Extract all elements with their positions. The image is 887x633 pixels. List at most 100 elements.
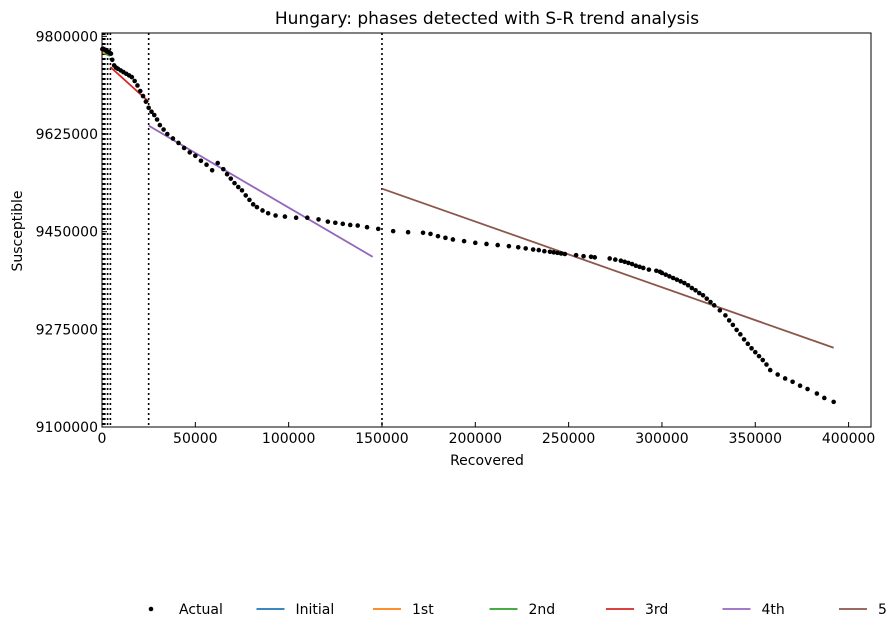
plot-area bbox=[100, 33, 836, 427]
actual-point bbox=[536, 248, 541, 253]
actual-point bbox=[749, 346, 754, 351]
actual-point bbox=[723, 313, 728, 318]
actual-point bbox=[316, 217, 321, 222]
x-tick-label: 250000 bbox=[542, 431, 595, 447]
actual-point bbox=[243, 193, 248, 198]
actual-point bbox=[155, 117, 160, 122]
actual-point bbox=[507, 244, 512, 249]
actual-point bbox=[161, 127, 166, 132]
legend: Actual Initial 1st 2nd 3rd 4th 5th bbox=[149, 602, 887, 618]
trend-line-1st bbox=[102, 53, 104, 54]
actual-point bbox=[171, 136, 176, 141]
x-tick-label: 0 bbox=[98, 431, 107, 447]
actual-point bbox=[305, 215, 310, 220]
actual-point bbox=[294, 215, 299, 220]
y-tick-label: 9275000 bbox=[36, 322, 98, 338]
actual-point bbox=[193, 153, 198, 158]
actual-point bbox=[255, 205, 260, 210]
trend-line-5th bbox=[382, 189, 834, 348]
actual-point bbox=[516, 245, 521, 250]
actual-point bbox=[215, 161, 220, 166]
y-tick-label: 9450000 bbox=[36, 225, 98, 241]
actual-point bbox=[132, 79, 137, 84]
actual-point bbox=[165, 132, 170, 137]
actual-point bbox=[742, 337, 747, 342]
actual-point bbox=[247, 198, 252, 203]
legend-label: 2nd bbox=[529, 602, 556, 618]
y-axis: 91000009275000945000096250009800000 bbox=[36, 29, 107, 436]
actual-point bbox=[542, 249, 547, 254]
actual-point bbox=[110, 57, 115, 62]
actual-point bbox=[790, 379, 795, 384]
actual-point bbox=[775, 372, 780, 377]
actual-point bbox=[822, 396, 827, 401]
actual-point bbox=[391, 229, 396, 234]
legend-item-3rd: 3rd bbox=[606, 602, 668, 618]
y-tick-label: 9800000 bbox=[36, 29, 98, 45]
legend-label: 4th bbox=[762, 602, 785, 618]
actual-point bbox=[473, 241, 478, 246]
actual-point bbox=[273, 213, 278, 218]
actual-point bbox=[462, 239, 467, 244]
actual-point bbox=[232, 181, 237, 186]
actual-point bbox=[718, 308, 723, 313]
actual-point bbox=[760, 358, 765, 363]
legend-item-5th: 5th bbox=[839, 602, 887, 618]
actual-point bbox=[607, 256, 612, 261]
trend-line-4th bbox=[149, 126, 373, 257]
legend-item-1st: 1st bbox=[373, 602, 434, 618]
actual-point bbox=[187, 150, 192, 155]
actual-point bbox=[746, 342, 751, 347]
actual-point bbox=[141, 94, 146, 99]
y-tick-label: 9625000 bbox=[36, 127, 98, 143]
actual-point bbox=[283, 214, 288, 219]
actual-point bbox=[109, 51, 114, 56]
chart-title: Hungary: phases detected with S-R trend … bbox=[275, 9, 699, 29]
actual-point bbox=[738, 332, 743, 337]
x-tick-label: 100000 bbox=[262, 431, 315, 447]
actual-point bbox=[592, 255, 597, 260]
actual-point bbox=[176, 141, 181, 146]
legend-item-initial: Initial bbox=[257, 602, 335, 618]
actual-point bbox=[805, 387, 810, 392]
actual-point bbox=[647, 267, 652, 272]
actual-point bbox=[764, 362, 769, 367]
actual-point bbox=[428, 232, 433, 237]
actual-point bbox=[815, 391, 820, 396]
actual-point bbox=[531, 247, 536, 252]
actual-point bbox=[240, 188, 245, 193]
actual-point bbox=[783, 376, 788, 381]
actual-point bbox=[693, 288, 698, 293]
actual-point bbox=[731, 323, 736, 328]
plot-frame bbox=[102, 33, 871, 427]
legend-label: 3rd bbox=[645, 602, 668, 618]
legend-label: 1st bbox=[412, 602, 434, 618]
actual-point bbox=[768, 368, 773, 373]
actual-point bbox=[199, 158, 204, 163]
actual-point bbox=[727, 318, 732, 323]
actual-point bbox=[443, 236, 448, 241]
actual-point bbox=[451, 237, 456, 242]
actual-point bbox=[613, 257, 618, 262]
actual-point bbox=[204, 162, 209, 167]
legend-label: Initial bbox=[296, 602, 335, 618]
actual-point bbox=[225, 172, 230, 177]
actual-point bbox=[686, 283, 691, 288]
legend-item-actual: Actual bbox=[149, 602, 223, 618]
x-tick-label: 300000 bbox=[635, 431, 688, 447]
actual-point bbox=[523, 246, 528, 251]
actual-point bbox=[708, 300, 713, 305]
actual-point bbox=[333, 220, 338, 225]
actual-point bbox=[406, 230, 411, 235]
actual-point bbox=[436, 234, 441, 239]
actual-point bbox=[831, 400, 836, 405]
actual-point bbox=[210, 168, 215, 173]
legend-item-2nd: 2nd bbox=[490, 602, 556, 618]
x-tick-label: 50000 bbox=[173, 431, 218, 447]
actual-point bbox=[251, 202, 256, 207]
actual-point bbox=[221, 167, 226, 172]
actual-point bbox=[757, 354, 762, 359]
actual-point bbox=[146, 105, 151, 110]
actual-point bbox=[574, 253, 579, 258]
actual-point bbox=[138, 89, 143, 94]
